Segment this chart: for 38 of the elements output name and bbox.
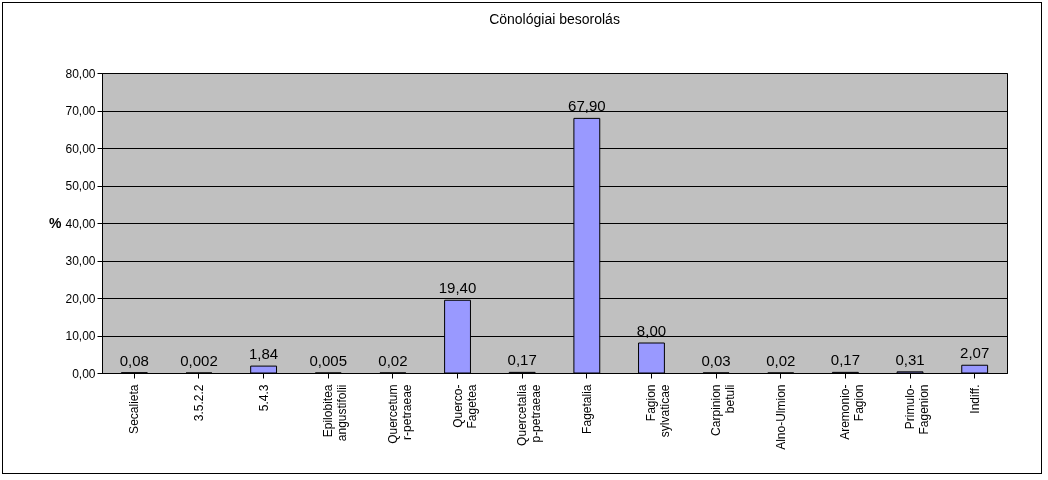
chart-title: Cönológiai besorolás [489,11,620,27]
y-axis-title: % [49,214,63,231]
data-label: 8,00 [636,322,667,339]
x-tick-label: 5.4.3 [256,384,271,412]
x-tick-label: 3.5.2.2 [191,384,206,422]
data-label: 19,40 [438,279,477,297]
y-tick-label: 0,00 [72,366,96,381]
data-label: 0,002 [180,351,218,369]
data-label: 0,03 [701,351,731,369]
x-tick-label: Fagetalia [579,384,594,434]
x-tick-label: Indiff. [967,384,982,414]
y-tick-label: 10,00 [65,329,96,343]
x-tick-label: Quercetalia p-petraeae [515,384,544,446]
y-tick-label: 30,00 [65,254,96,268]
x-tick-label: Querco- Fagetea [450,384,479,429]
y-tick-label: 50,00 [65,179,96,193]
x-tick-label: Alno-Ulmion [773,384,788,450]
y-tick-label: 70,00 [65,104,96,118]
data-label: 0,02 [766,351,796,369]
data-label: 0,005 [309,351,348,369]
data-label: 0,08 [119,351,149,369]
y-tick-label: 20,00 [65,291,96,306]
data-label: 0,31 [895,350,925,368]
x-tick-label: Secalieta [127,384,142,434]
y-tick-label: 80,00 [65,66,96,81]
data-label: 0,17 [830,351,860,369]
data-label: 67,90 [568,97,606,115]
data-label: 0,02 [378,351,408,369]
x-tick-label: Carpinion betuli [709,384,738,436]
data-label: 1,84 [249,345,279,363]
y-tick-label: 60,00 [65,141,96,156]
y-tick-label: 40,00 [65,216,96,231]
data-label: 0,17 [507,351,537,369]
x-tick-label: Aremonio- Fagion [838,384,867,440]
x-tick-label: Primulo- Fagenion [903,384,932,435]
data-label: 2,07 [960,344,990,362]
x-tick-label: Epilobitea angustifolii [321,384,350,442]
x-tick-label: Fagion sylvaticae [644,384,673,438]
